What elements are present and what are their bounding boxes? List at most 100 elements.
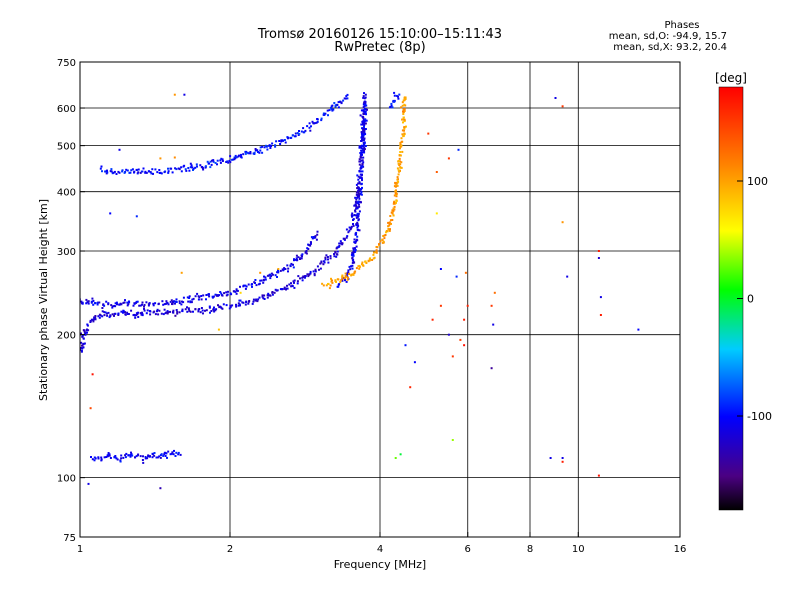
trace-point: [271, 142, 274, 145]
trace-point: [356, 196, 359, 199]
trace-point: [82, 329, 85, 332]
trace-point: [337, 101, 340, 104]
trace-point: [363, 137, 366, 140]
trace-point: [214, 162, 217, 164]
trace-point: [399, 163, 402, 166]
trace-point: [89, 320, 92, 323]
chart-subtitle: RwPretec (8p): [334, 40, 426, 55]
trace-point: [220, 292, 223, 295]
trace-point: [346, 278, 349, 281]
trace-point: [360, 132, 363, 135]
trace-point: [385, 231, 387, 234]
trace-point: [173, 300, 175, 303]
trace-point: [352, 223, 354, 225]
trace-point: [391, 212, 394, 215]
trace-point: [137, 171, 140, 174]
trace-point: [139, 312, 142, 315]
trace-point: [360, 174, 363, 177]
trace-point: [113, 170, 116, 173]
scatter-point: [549, 457, 552, 459]
trace-point: [145, 171, 148, 174]
scatter-point: [463, 318, 466, 321]
trace-point: [92, 303, 95, 306]
trace-point: [353, 214, 356, 216]
trace-point: [170, 452, 173, 455]
trace-point: [358, 205, 361, 208]
trace-point: [244, 150, 247, 153]
trace-point: [217, 294, 220, 297]
trace-point: [212, 159, 215, 162]
trace-point: [300, 257, 303, 260]
trace-point: [167, 167, 169, 170]
trace-point: [81, 344, 84, 347]
trace-point: [122, 310, 125, 313]
trace-point: [354, 233, 357, 236]
trace-point: [362, 138, 365, 141]
trace-point: [279, 269, 282, 272]
trace-point: [358, 158, 361, 161]
trace-point: [361, 148, 364, 151]
trace-point: [307, 275, 310, 278]
trace-point: [136, 172, 139, 175]
trace-point: [341, 243, 344, 246]
trace-point: [106, 171, 109, 174]
trace-point: [312, 270, 315, 273]
trace-point: [362, 129, 365, 131]
trace-point: [181, 310, 184, 313]
trace-point: [401, 150, 404, 153]
trace-point: [100, 456, 103, 459]
phase-stats-x: mean, sd,X: 93.2, 20.4: [613, 42, 727, 53]
trace-point: [356, 201, 359, 204]
trace-point: [101, 315, 104, 318]
trace-point: [387, 227, 390, 230]
trace-point: [270, 275, 273, 277]
trace-point: [361, 134, 364, 137]
trace-point: [137, 311, 140, 314]
trace-point: [352, 254, 355, 257]
trace-point: [163, 303, 166, 306]
colorbar-tick-label: 0: [747, 293, 754, 306]
trace-point: [244, 303, 247, 306]
scatter-point: [447, 333, 450, 336]
trace-point: [125, 452, 128, 455]
trace-point: [149, 171, 152, 174]
trace-point: [354, 203, 357, 206]
trace-point: [160, 312, 163, 315]
trace-point: [348, 265, 351, 268]
trace-point: [262, 281, 265, 284]
trace-point: [392, 214, 395, 217]
x-axis-ticks: 1 2 4 6 8 10 16: [77, 532, 686, 555]
trace-point: [360, 193, 363, 196]
trace-point: [353, 204, 356, 207]
trace-point: [396, 167, 399, 170]
trace-point: [315, 238, 318, 241]
trace-point: [280, 139, 283, 142]
trace-point: [206, 160, 209, 163]
trace-point: [362, 134, 365, 137]
trace-point: [274, 145, 277, 148]
trace-point: [106, 314, 109, 317]
trace-point: [362, 95, 365, 98]
trace-point: [361, 165, 364, 168]
trace-point: [354, 214, 357, 217]
trace-point: [186, 296, 189, 299]
trace-point: [187, 300, 190, 303]
trace-point: [158, 309, 161, 312]
trace-point: [231, 304, 234, 307]
trace-point: [334, 105, 337, 108]
trace-point: [266, 274, 269, 277]
trace-point: [321, 282, 324, 285]
trace-point: [111, 305, 114, 308]
x-tick-label: 10: [572, 544, 585, 555]
scatter-point: [173, 93, 176, 96]
trace-point: [388, 229, 391, 232]
trace-point: [254, 149, 257, 152]
trace-point: [180, 170, 183, 173]
trace-point: [100, 459, 103, 462]
trace-point: [170, 167, 173, 170]
y-tick-label: 600: [57, 104, 76, 115]
trace-point: [215, 308, 218, 311]
scatter-point: [394, 457, 397, 459]
trace-point: [350, 273, 353, 276]
trace-point: [297, 275, 300, 278]
